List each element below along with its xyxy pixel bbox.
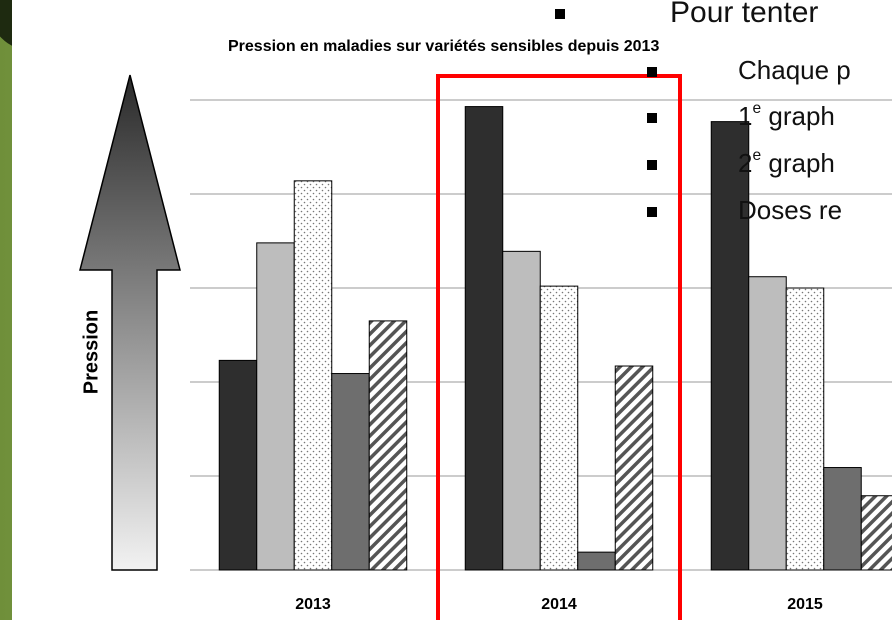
y-axis-label: Pression (80, 310, 102, 394)
x-tick-label: 2015 (787, 596, 823, 613)
bullet-marker (647, 113, 657, 123)
bullet-text-part: graph (761, 101, 835, 131)
slide-top (12, 0, 892, 22)
bar (464, 106, 504, 571)
bullet-text: Doses re (738, 195, 842, 225)
bullet-text-part: Pour tenter (670, 0, 818, 29)
bar (218, 359, 258, 571)
bullet-marker (647, 67, 657, 77)
bar (748, 276, 787, 571)
bar (368, 320, 408, 571)
bar (785, 287, 825, 571)
bar (502, 250, 541, 571)
bullet-text-part: 2 (738, 148, 752, 178)
bullet-text: 2e graph (738, 147, 835, 178)
bullet-text-part: e (752, 147, 761, 164)
bullet-text-part: e (752, 100, 761, 117)
x-tick-label: 2014 (541, 596, 577, 613)
bar (539, 285, 579, 571)
bullet-text-part: Chaque p (738, 55, 851, 85)
bullet-marker (647, 207, 657, 217)
bar (331, 373, 370, 571)
bullet-marker (647, 160, 657, 170)
bar (293, 180, 333, 571)
bullet-text: Chaque p (738, 55, 851, 85)
bullet-marker (555, 9, 565, 19)
bar (860, 495, 892, 571)
pressure-arrow (79, 74, 181, 571)
bar (710, 121, 750, 571)
bullet-text-part: Doses re (738, 195, 842, 225)
bullet-text: Pour tenter (670, 0, 818, 29)
bar (823, 467, 862, 571)
highlight-box (436, 74, 682, 620)
bar (256, 242, 295, 571)
plot: 2013 2014 2015 (190, 74, 892, 620)
x-tick-label: 2013 (295, 596, 331, 613)
bar (577, 551, 616, 571)
bullet-text-part: graph (761, 148, 835, 178)
bar (614, 365, 654, 571)
bullet-text: 1e graph (738, 100, 835, 131)
bullet-text-part: 1 (738, 101, 752, 131)
chart-title: Pression en maladies sur variétés sensib… (228, 38, 659, 55)
